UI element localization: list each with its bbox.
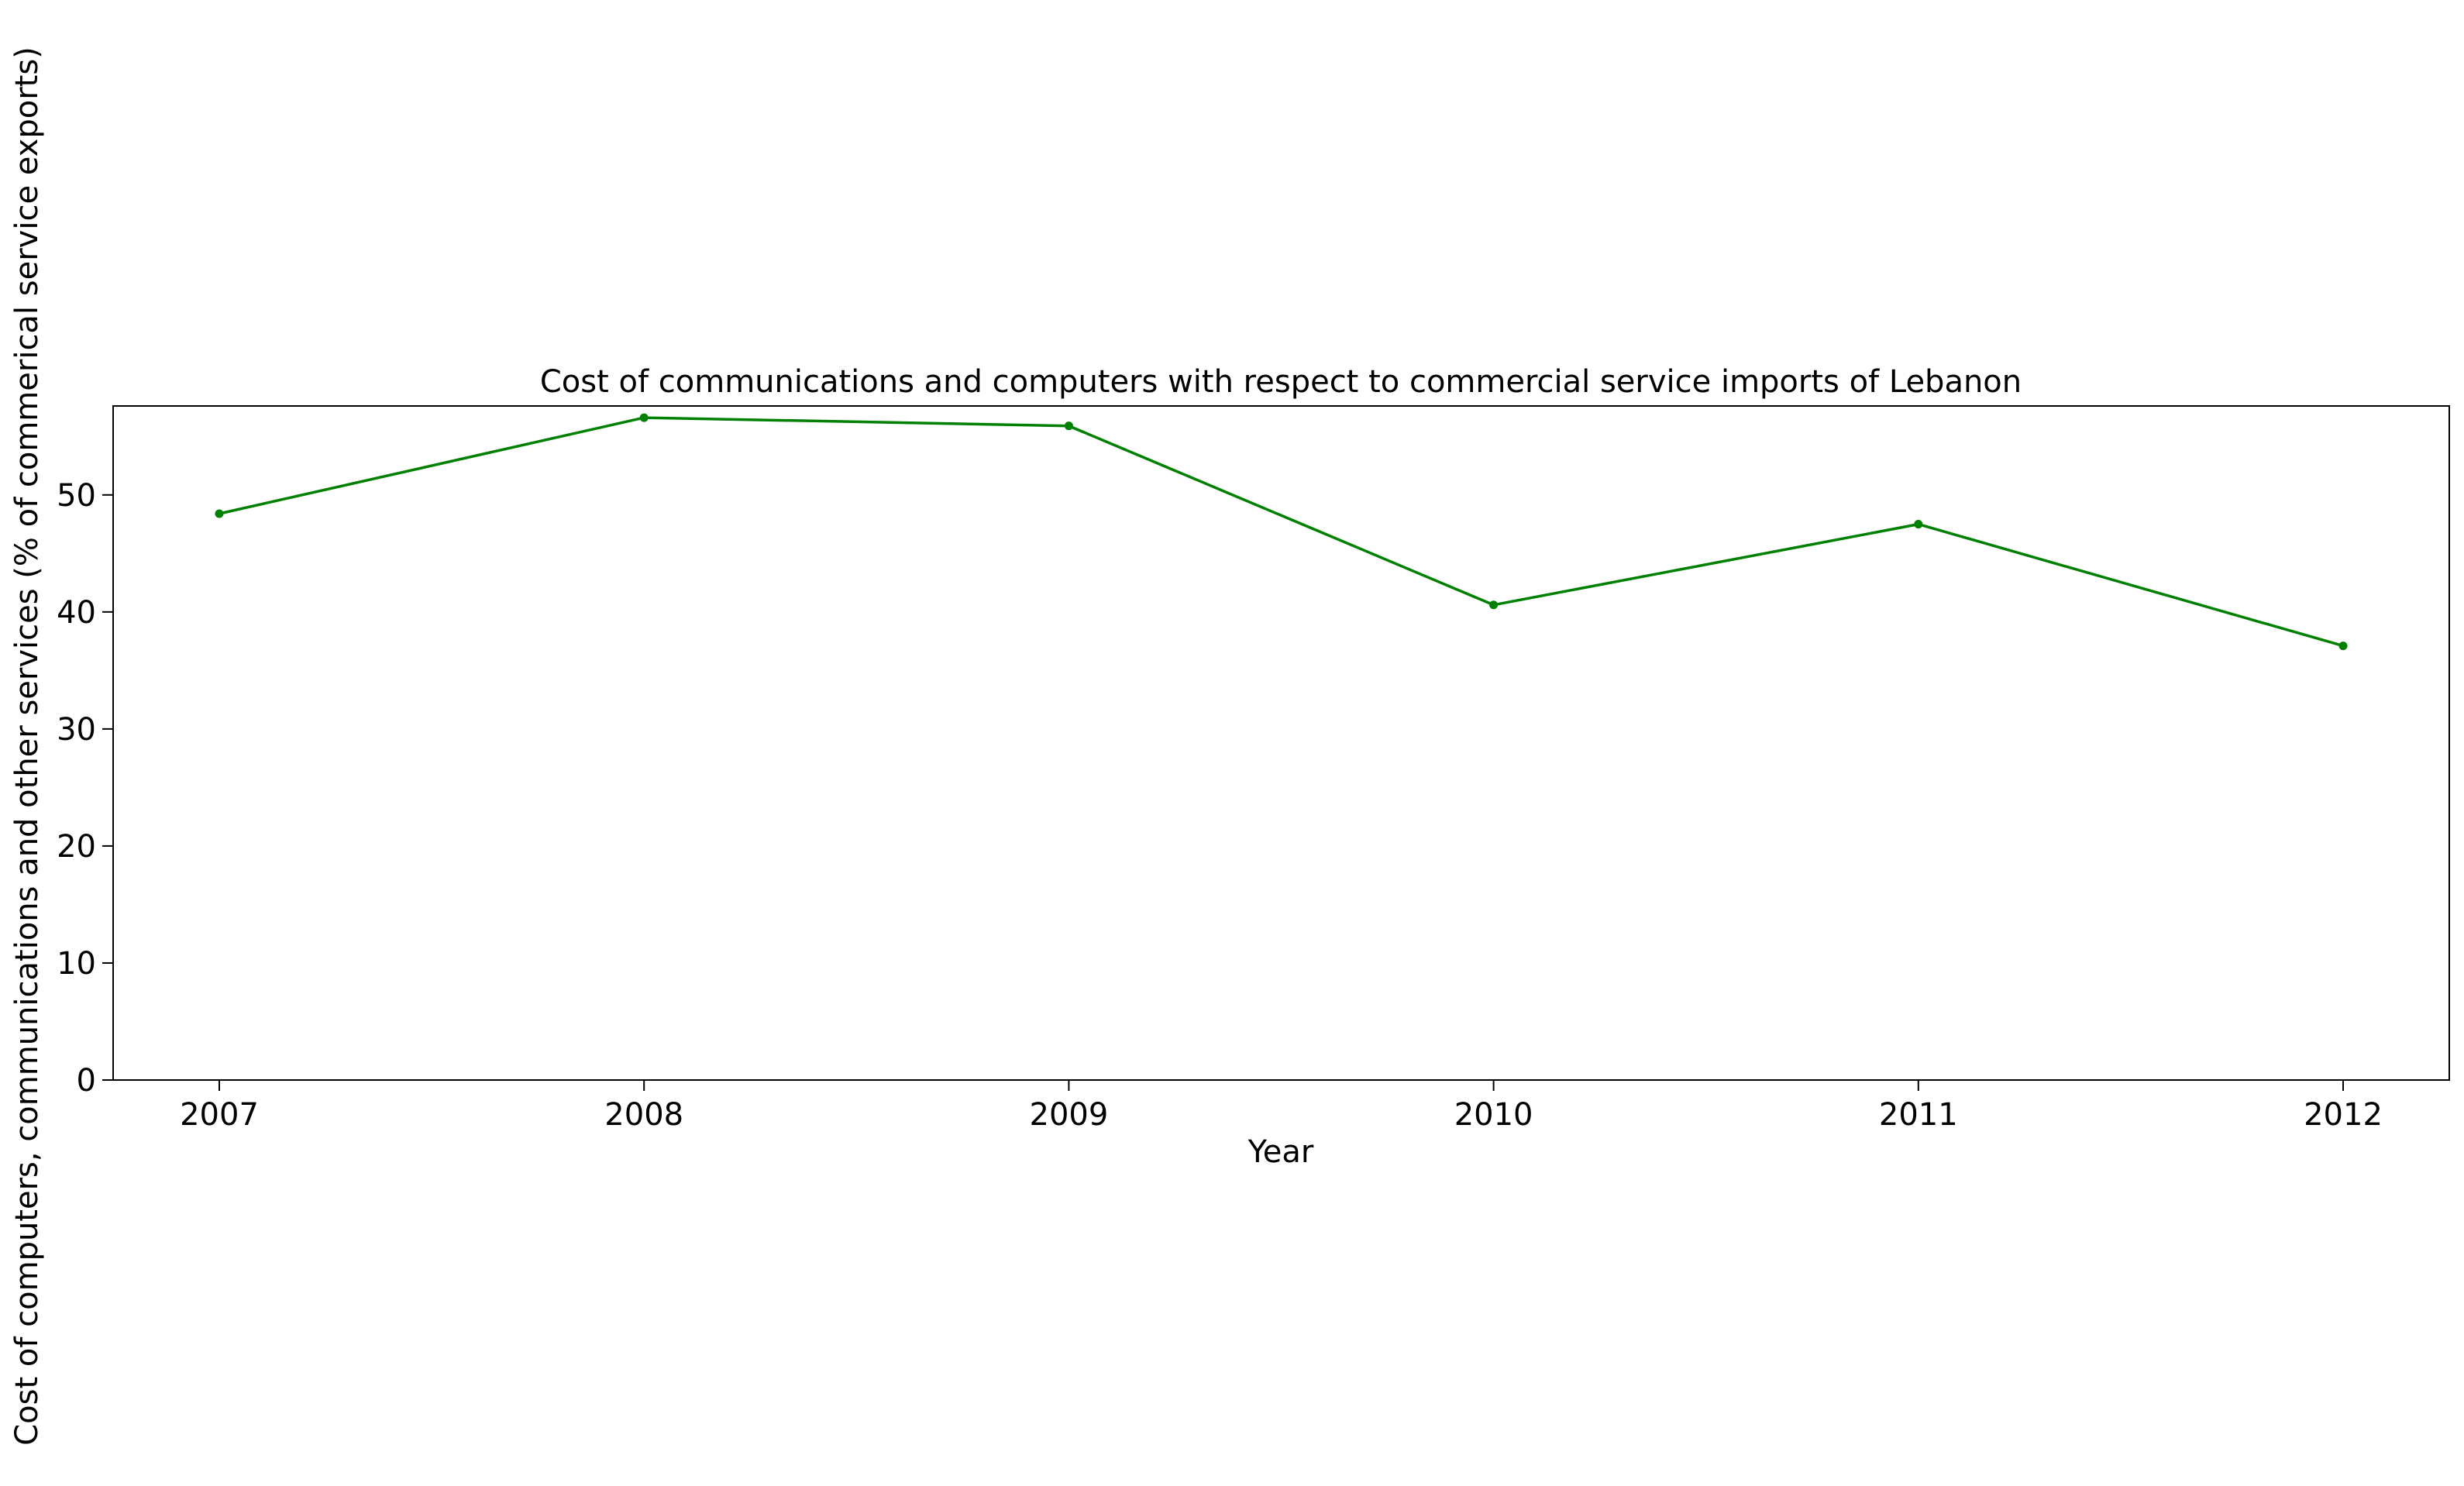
plot-area: 0 10 20 30 40 50 2007 2008 2009 2010 2011 2012	[57, 405, 2450, 1133]
x-tick-label: 2010	[1454, 1097, 1533, 1133]
y-tick-label: 10	[57, 946, 96, 982]
data-point	[2338, 642, 2348, 651]
chart-title: Cost of communications and computers wit…	[540, 364, 2022, 400]
y-tick-label: 50	[57, 478, 96, 514]
x-axis-label: Year	[1247, 1134, 1314, 1170]
data-point	[1489, 600, 1499, 610]
x-tick-label: 2007	[180, 1097, 259, 1133]
x-tick-label: 2009	[1030, 1097, 1109, 1133]
series-line	[218, 416, 2345, 648]
plot-frame	[112, 405, 2450, 1081]
x-tick-label: 2008	[604, 1097, 683, 1133]
y-tick-label: 30	[57, 712, 96, 748]
x-tick-label: 2012	[2304, 1097, 2383, 1133]
series-layer	[215, 413, 2348, 651]
data-point	[639, 413, 649, 422]
data-point	[1914, 520, 1923, 529]
data-point	[1064, 421, 1073, 431]
y-tick-label: 20	[57, 829, 96, 865]
y-axis-label: Cost of computers, communications and ot…	[9, 46, 45, 1446]
y-axis-ticks: 0 10 20 30 40 50	[57, 478, 113, 1099]
y-tick-label: 0	[77, 1063, 96, 1099]
data-point	[215, 509, 224, 518]
x-axis-ticks: 2007 2008 2009 2010 2011 2012	[180, 1080, 2383, 1133]
x-tick-label: 2011	[1879, 1097, 1958, 1133]
y-tick-label: 40	[57, 595, 96, 631]
